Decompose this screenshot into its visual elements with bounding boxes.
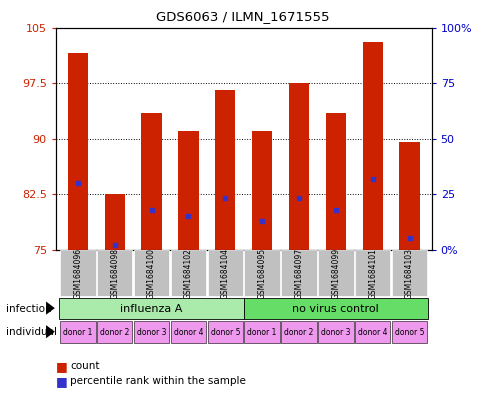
Text: influenza A: influenza A <box>120 303 182 314</box>
Text: GSM1684099: GSM1684099 <box>331 248 340 299</box>
Bar <box>399 142 419 250</box>
Polygon shape <box>46 325 55 338</box>
Bar <box>170 250 206 296</box>
Text: donor 4: donor 4 <box>357 328 387 336</box>
Bar <box>215 90 235 250</box>
Text: GSM1684103: GSM1684103 <box>404 248 413 299</box>
Text: donor 3: donor 3 <box>320 328 350 336</box>
Bar <box>391 250 426 296</box>
Bar <box>281 321 316 343</box>
Bar <box>141 113 161 250</box>
Text: donor 1: donor 1 <box>63 328 92 336</box>
Bar <box>207 321 242 343</box>
Bar <box>362 42 382 250</box>
Bar <box>244 321 279 343</box>
Bar <box>105 194 124 250</box>
Text: percentile rank within the sample: percentile rank within the sample <box>70 376 246 386</box>
Bar <box>318 321 353 343</box>
Text: GSM1684096: GSM1684096 <box>73 248 82 299</box>
Bar <box>391 321 426 343</box>
Text: donor 3: donor 3 <box>136 328 166 336</box>
Text: donor 2: donor 2 <box>100 328 129 336</box>
Text: donor 5: donor 5 <box>210 328 240 336</box>
Text: count: count <box>70 361 100 371</box>
Bar <box>354 250 390 296</box>
Text: individual: individual <box>6 327 57 337</box>
Text: ■: ■ <box>56 375 67 388</box>
Bar <box>288 83 308 250</box>
Text: donor 4: donor 4 <box>173 328 203 336</box>
Text: GSM1684104: GSM1684104 <box>220 248 229 299</box>
Bar <box>178 131 198 250</box>
Bar <box>170 321 206 343</box>
Text: GSM1684097: GSM1684097 <box>294 248 303 299</box>
Text: GSM1684101: GSM1684101 <box>367 248 377 299</box>
Text: GSM1684098: GSM1684098 <box>110 248 119 299</box>
Text: GSM1684095: GSM1684095 <box>257 248 266 299</box>
Bar <box>281 250 316 296</box>
Bar <box>60 298 243 320</box>
Bar <box>244 250 279 296</box>
Polygon shape <box>46 301 55 315</box>
Bar <box>354 321 390 343</box>
Bar <box>60 250 95 296</box>
Bar <box>252 131 272 250</box>
Bar <box>97 321 132 343</box>
Text: no virus control: no virus control <box>292 303 378 314</box>
Bar <box>243 298 427 320</box>
Text: GSM1684100: GSM1684100 <box>147 248 156 299</box>
Bar <box>60 321 95 343</box>
Text: GDS6063 / ILMN_1671555: GDS6063 / ILMN_1671555 <box>155 10 329 23</box>
Bar <box>68 53 88 250</box>
Text: GSM1684102: GSM1684102 <box>183 248 193 299</box>
Bar <box>318 250 353 296</box>
Bar <box>134 321 169 343</box>
Bar <box>207 250 242 296</box>
Text: donor 2: donor 2 <box>284 328 313 336</box>
Text: donor 5: donor 5 <box>394 328 424 336</box>
Bar <box>134 250 169 296</box>
Text: ■: ■ <box>56 360 67 373</box>
Bar <box>325 113 345 250</box>
Text: infection: infection <box>6 303 51 314</box>
Bar <box>97 250 132 296</box>
Text: donor 1: donor 1 <box>247 328 276 336</box>
